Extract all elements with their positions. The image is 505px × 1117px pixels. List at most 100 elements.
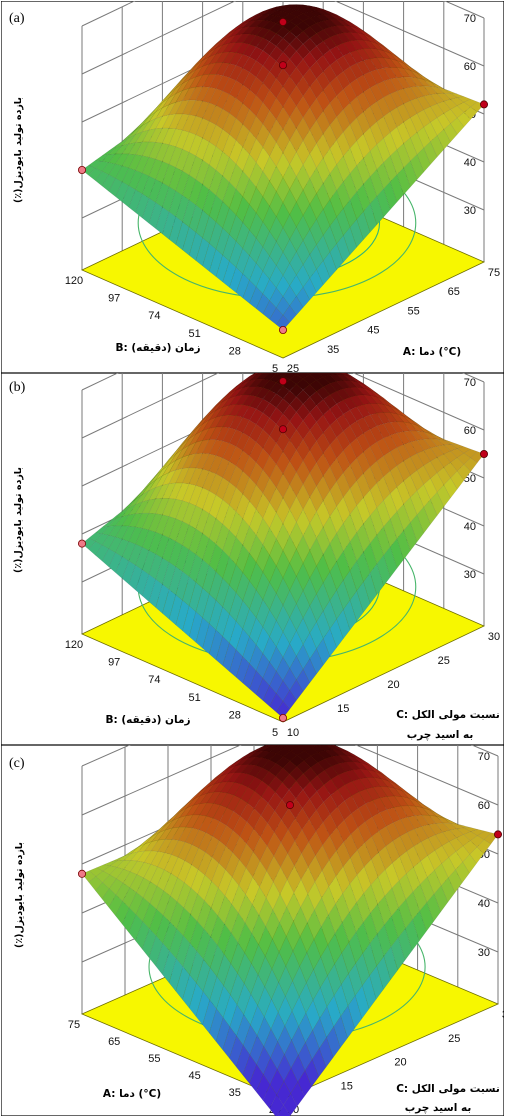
surface-cell (209, 543, 223, 572)
surface-cell (336, 131, 351, 157)
wall-grid-line (81, 1, 485, 75)
surface-cell (300, 866, 316, 895)
surface-cell (356, 32, 371, 42)
x-tick-label: 74 (148, 674, 160, 686)
surface-cell (296, 389, 311, 405)
surface-cell (389, 486, 404, 512)
surface-cell (244, 904, 260, 934)
panel-b-z-axis-title: بازده تولید بایودیزل(٪) (13, 467, 24, 573)
surface-cell (369, 412, 384, 427)
panel-c-plot: 70605040307565554535251015202530 (68, 745, 504, 1116)
surface-cell (262, 581, 277, 611)
surface-cell (430, 93, 445, 104)
surface-cell (249, 35, 264, 48)
surface-cell (266, 831, 282, 857)
surface-cell (142, 479, 156, 495)
surface-cell (155, 104, 170, 119)
surface-cell (390, 538, 404, 569)
surface-cell (296, 750, 312, 761)
surface-cell (182, 99, 197, 115)
y-tick-label: 75 (488, 267, 500, 279)
surface-cell (435, 832, 450, 847)
surface-cell (456, 112, 471, 128)
surface-cell (369, 507, 384, 536)
surface-cell (182, 483, 197, 504)
surface-cell (222, 481, 237, 506)
surface-cell (394, 787, 410, 799)
surface-cell (209, 426, 223, 440)
surface-cell (101, 153, 116, 163)
surface-cell (256, 492, 270, 519)
surface-cell (262, 278, 277, 301)
surface-cell (148, 159, 163, 180)
surface-cell (303, 360, 316, 362)
y-tick-label: 35 (327, 344, 339, 356)
surface-cell (108, 552, 123, 573)
surface-cell (356, 211, 371, 241)
y-tick-label: 30 (488, 631, 500, 643)
surface-cell (175, 79, 190, 95)
surface-cell (235, 170, 250, 197)
surface-cell (142, 550, 156, 575)
surface-cell (162, 482, 177, 499)
surface-cell (296, 76, 311, 97)
surface-cell (244, 933, 259, 964)
surface-cell (202, 538, 217, 566)
surface-cell (194, 783, 209, 797)
surface-cell (202, 565, 217, 595)
x-tick-label: 51 (188, 692, 200, 704)
surface-cell (295, 789, 310, 809)
surface-cell (229, 620, 243, 651)
surface-cell (208, 52, 224, 65)
surface-cell (128, 189, 143, 213)
surface-cell (277, 1025, 292, 1055)
surface-cell (162, 589, 176, 620)
surface-cell (188, 467, 203, 486)
surface-cell (283, 360, 296, 362)
surface-cell (396, 121, 411, 144)
surface-cell (310, 365, 323, 369)
surface-cell (330, 365, 343, 371)
surface-cell (135, 569, 150, 597)
surface-cell (369, 36, 384, 47)
surface-cell (308, 855, 323, 883)
surface-cell (380, 786, 395, 797)
surface-cell (317, 361, 330, 365)
surface-cell (235, 247, 250, 275)
surface-cell (215, 404, 230, 418)
surface-cell (342, 25, 358, 34)
surface-cell (309, 45, 324, 62)
surface-cell (202, 102, 217, 122)
surface-cell (242, 477, 257, 502)
surface-cell (299, 745, 301, 746)
surface-cell (209, 124, 223, 147)
surface-cell (202, 164, 217, 190)
surface-cell (457, 824, 472, 829)
z-tick-label: 70 (464, 13, 476, 25)
surface-cell (168, 594, 183, 626)
surface-cell (262, 455, 277, 479)
panel-a-plot: 7060504030120977451285253545556575 (65, 1, 500, 373)
surface-cell (398, 899, 413, 930)
surface-cell (177, 841, 193, 861)
surface-cell (162, 498, 177, 517)
surface-cell (410, 86, 424, 99)
surface-cell (329, 243, 344, 271)
surface-cell (307, 909, 322, 940)
surface-cell (336, 235, 351, 263)
x-tick-label: 28 (229, 709, 241, 721)
surface-cell (329, 76, 344, 97)
surface-cell (135, 193, 150, 219)
surface-cell (316, 29, 331, 42)
surface-cell (389, 465, 404, 488)
wall-grid-line (81, 745, 499, 816)
panel-b-y-axis-title-line1: C: نسبت مولی الکل (396, 709, 500, 721)
surface-cell (235, 544, 250, 573)
surface-cell (436, 93, 451, 102)
surface-cell (235, 386, 250, 397)
surface-cell (369, 121, 384, 145)
surface-cell (202, 53, 217, 67)
surface-cell (329, 381, 344, 392)
x-tick-label: 120 (65, 639, 83, 651)
